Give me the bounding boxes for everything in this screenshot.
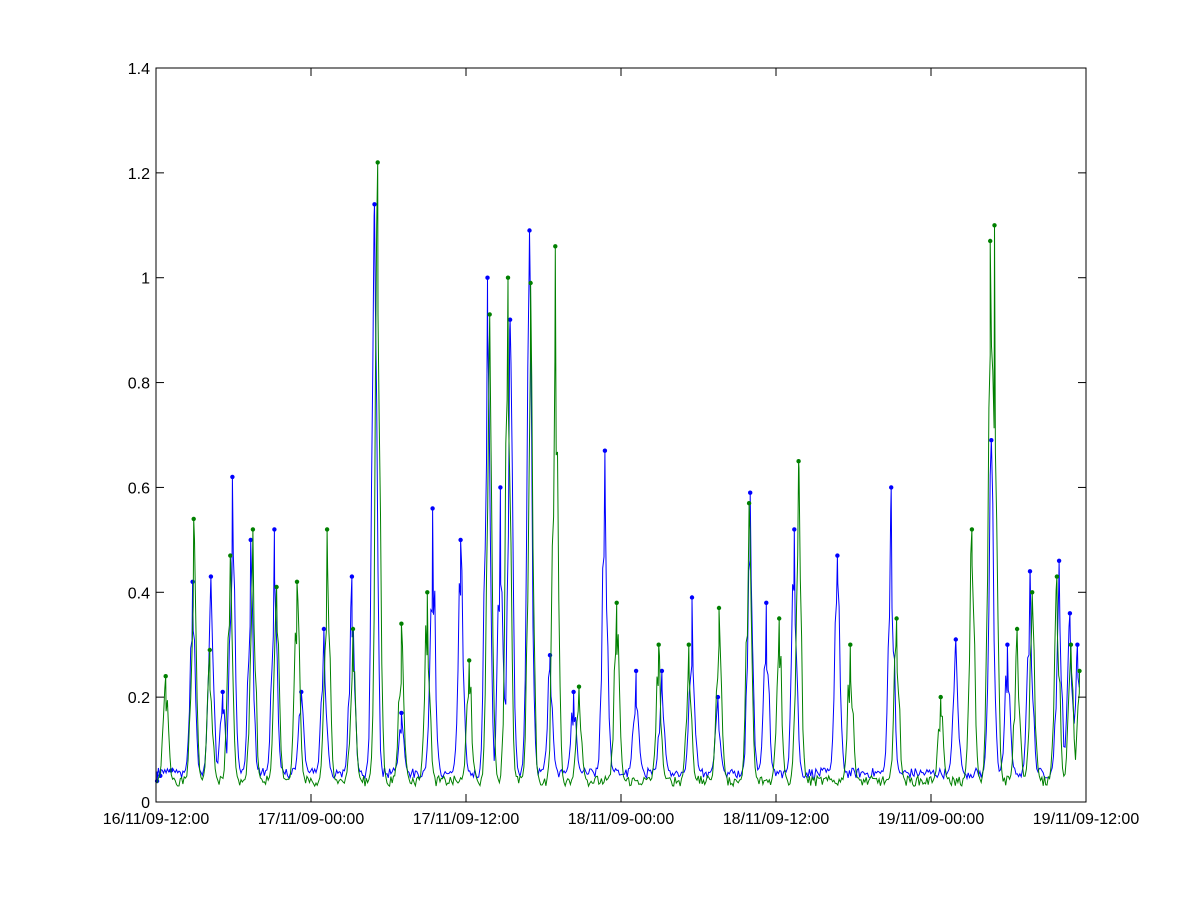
series-1-point-28 bbox=[748, 490, 753, 495]
series-2-point-33 bbox=[1030, 590, 1035, 595]
plot-layer bbox=[154, 160, 1082, 788]
x-tick-label: 19/11/09-00:00 bbox=[878, 811, 985, 828]
series-line-2 bbox=[156, 162, 1080, 788]
series-2-point-13 bbox=[467, 658, 472, 663]
y-tick-label: 1 bbox=[141, 271, 150, 288]
series-2-point-5 bbox=[250, 527, 256, 532]
series-1-point-31 bbox=[835, 553, 840, 558]
series-2-point-2 bbox=[191, 516, 196, 522]
series-1-point-35 bbox=[1005, 642, 1010, 647]
series-1-point-17 bbox=[485, 275, 490, 280]
x-tick-label: 18/11/09-12:00 bbox=[723, 811, 830, 828]
series-2-point-1 bbox=[163, 674, 168, 679]
y-tick-label: 1.2 bbox=[128, 166, 150, 183]
series-1-point-34 bbox=[989, 438, 994, 443]
series-1-point-25 bbox=[659, 668, 665, 674]
series-2-point-11 bbox=[399, 621, 404, 626]
y-tick-label: 0.4 bbox=[128, 585, 150, 602]
series-2-point-6 bbox=[274, 584, 279, 590]
series-1-point-27 bbox=[715, 694, 721, 700]
series-2-point-34 bbox=[1054, 574, 1060, 579]
series-2-point-21 bbox=[686, 642, 691, 647]
series-1-point-36 bbox=[1027, 569, 1033, 574]
series-1-point-30 bbox=[792, 527, 797, 532]
series-1-point-8 bbox=[248, 537, 253, 543]
series-2-point-3 bbox=[207, 647, 212, 653]
series-1-point-18 bbox=[498, 485, 503, 490]
series-2-point-16 bbox=[528, 280, 533, 286]
series-1-point-6 bbox=[220, 689, 225, 695]
series-1-point-21 bbox=[547, 653, 553, 658]
series-2-point-17 bbox=[553, 244, 558, 249]
series-2-point-15 bbox=[505, 275, 511, 280]
series-1-point-12 bbox=[349, 574, 355, 579]
series-1-point-5 bbox=[208, 574, 214, 579]
series-2-point-4 bbox=[228, 553, 233, 558]
y-tick-label: 0.2 bbox=[128, 690, 150, 707]
series-2-point-12 bbox=[425, 590, 430, 595]
series-1-point-26 bbox=[689, 595, 695, 600]
y-tick-label: 0.6 bbox=[128, 480, 150, 497]
series-2-point-20 bbox=[656, 642, 661, 647]
x-tick-label: 17/11/09-00:00 bbox=[258, 811, 365, 828]
series-1-point-14 bbox=[399, 710, 404, 716]
series-1-point-38 bbox=[1067, 611, 1073, 616]
series-2-point-14 bbox=[487, 312, 492, 317]
series-2-point-29 bbox=[969, 527, 975, 532]
y-tick-label: 0.8 bbox=[128, 376, 150, 393]
series-1-point-9 bbox=[272, 527, 277, 532]
series-2-point-19 bbox=[614, 600, 619, 605]
series-2-point-7 bbox=[294, 579, 300, 584]
series-2-point-22 bbox=[716, 605, 722, 611]
series-2-point-36 bbox=[1077, 668, 1082, 674]
series-2-point-10 bbox=[375, 160, 380, 165]
series-2-point-18 bbox=[576, 684, 582, 689]
x-tick-label: 17/11/09-12:00 bbox=[413, 811, 520, 828]
series-1-point-15 bbox=[430, 506, 435, 511]
series-1-point-33 bbox=[953, 637, 958, 642]
series-1-point-16 bbox=[458, 537, 463, 543]
y-tick-label: 1.4 bbox=[128, 61, 150, 78]
axis-layer: 0 0.2 0.4 0.6 0.8 1 1.2 1.4 16/11/09-12:00 17/11/… bbox=[103, 61, 1140, 828]
series-2-point-28 bbox=[938, 694, 943, 700]
series-1-point-32 bbox=[889, 485, 894, 490]
series-2-point-32 bbox=[1014, 626, 1020, 632]
series-1-point-11 bbox=[321, 626, 327, 632]
series-2-point-8 bbox=[324, 527, 330, 532]
series-2-point-25 bbox=[796, 459, 801, 464]
series-1-point-37 bbox=[1056, 558, 1062, 563]
series-2-point-35 bbox=[1068, 642, 1074, 647]
series-1-point-4 bbox=[190, 579, 195, 584]
y-tick-label: 0 bbox=[141, 795, 150, 812]
series-2-point-31 bbox=[992, 223, 997, 228]
series-2-point-24 bbox=[777, 616, 782, 621]
series-1-point-13 bbox=[372, 202, 377, 207]
series-2-point-23 bbox=[746, 501, 752, 506]
series-2-point-30 bbox=[988, 238, 993, 244]
series-1-point-24 bbox=[633, 668, 639, 674]
series-line-1 bbox=[156, 204, 1080, 782]
series-1-point-39 bbox=[1075, 642, 1080, 647]
series-1-point-20 bbox=[527, 228, 532, 233]
series-1-point-22 bbox=[571, 689, 576, 695]
series-2-point-9 bbox=[350, 626, 356, 632]
x-tick-label: 16/11/09-12:00 bbox=[103, 811, 210, 828]
x-tick-label: 18/11/09-00:00 bbox=[568, 811, 675, 828]
series-1-point-19 bbox=[507, 317, 513, 322]
series-1-point-29 bbox=[764, 600, 769, 605]
series-2-point-27 bbox=[894, 616, 899, 621]
x-tick-label: 19/11/09-12:00 bbox=[1033, 811, 1140, 828]
series-1-point-7 bbox=[230, 474, 235, 480]
series-2-point-26 bbox=[848, 642, 853, 647]
series-1-point-23 bbox=[602, 448, 608, 453]
